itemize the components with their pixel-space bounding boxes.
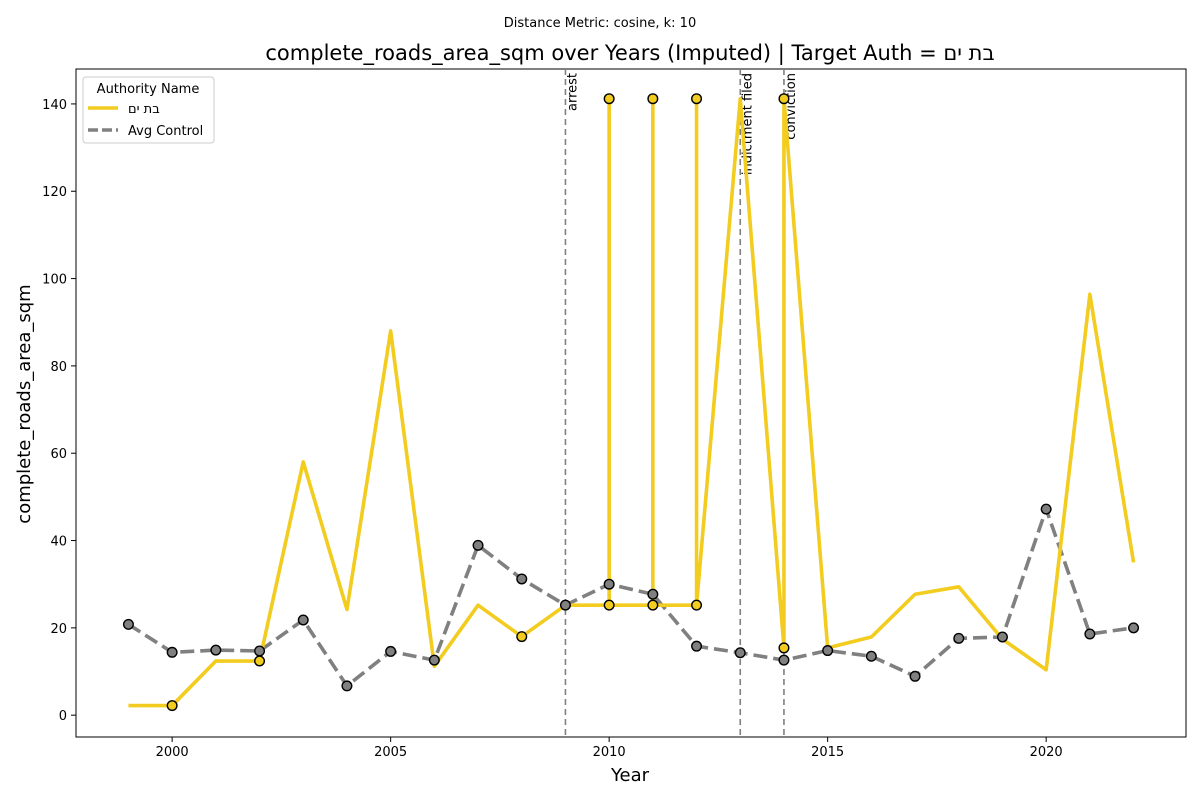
chart-suptitle: Distance Metric: cosine, k: 10 [504, 16, 696, 31]
y-tick-label: 20 [50, 622, 67, 637]
series-point-control [734, 647, 746, 659]
x-tick-label: 2000 [156, 745, 189, 760]
series-line-target [128, 96, 1136, 708]
event-label: arrest [565, 73, 580, 111]
series-point-target [691, 93, 703, 105]
series-point-control [297, 614, 309, 626]
series-point-control [1084, 628, 1096, 640]
series-point-control [516, 573, 528, 585]
series-point-control [603, 578, 615, 590]
legend-box [82, 76, 215, 144]
series-point-control [1128, 622, 1140, 634]
plot-frame [75, 68, 1187, 738]
y-tick-label: 80 [50, 360, 67, 375]
y-tick-label: 60 [50, 447, 67, 462]
series-point-control [865, 650, 877, 662]
x-tick-label: 2020 [1030, 745, 1063, 760]
series-point-control [472, 539, 484, 551]
series-point-target [603, 93, 615, 105]
series-point-control [166, 646, 178, 658]
y-tick-label: 100 [42, 273, 67, 288]
y-tick-label: 120 [42, 185, 67, 200]
series-point-target [603, 599, 615, 611]
series-point-control [822, 645, 834, 657]
series-point-control [909, 670, 921, 682]
series-point-target [778, 93, 790, 105]
series-point-control [996, 631, 1008, 643]
series-point-control [210, 644, 222, 656]
series-point-control [1040, 503, 1052, 515]
series-point-target [691, 599, 703, 611]
series-point-control [122, 618, 134, 630]
series-point-target [254, 655, 266, 667]
series-point-control [341, 680, 353, 692]
series-point-control [953, 632, 965, 644]
series-point-target [516, 631, 528, 643]
chart-title: complete_roads_area_sqm over Years (Impu… [265, 41, 994, 66]
y-tick-label: 140 [42, 98, 67, 113]
event-label: conviction [784, 73, 799, 140]
series-point-target [166, 700, 178, 712]
series-point-target [647, 599, 659, 611]
series-point-control [254, 645, 266, 657]
series-point-control [559, 599, 571, 611]
y-tick-label: 40 [50, 535, 67, 550]
series-point-control [691, 640, 703, 652]
series-point-control [428, 654, 440, 666]
legend-entry-label: בת ים [128, 102, 160, 117]
series-point-target [778, 642, 790, 654]
legend: Authority Name בת ים Avg Control [82, 76, 215, 144]
x-tick-label: 2015 [811, 745, 844, 760]
series-line-control [127, 507, 1134, 688]
x-tick-label: 2010 [593, 745, 626, 760]
y-axis-title: complete_roads_area_sqm [14, 284, 35, 523]
legend-title: Authority Name [97, 82, 200, 97]
series-point-target [647, 93, 659, 105]
legend-entry-label: Avg Control [128, 124, 203, 139]
series-point-control [385, 645, 397, 657]
series-point-control [778, 654, 790, 666]
series-point-control [647, 588, 659, 600]
x-tick-label: 2005 [374, 745, 407, 760]
x-axis-title: Year [610, 765, 650, 786]
y-tick-label: 0 [59, 709, 67, 724]
plot-area: 2000 2005 2010 2015 2020 0 20 40 60 80 100 120 140 ar… [42, 68, 1187, 760]
